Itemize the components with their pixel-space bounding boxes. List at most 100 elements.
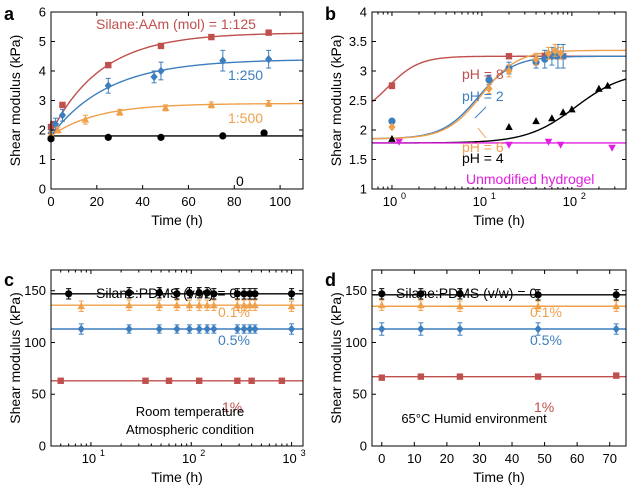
data-point — [265, 54, 273, 64]
x-axis-label: Time (h) — [151, 212, 203, 228]
data-point — [485, 84, 493, 93]
data-point — [456, 302, 464, 310]
data-point — [125, 289, 133, 297]
series-2 — [378, 322, 620, 336]
series-3 — [57, 377, 286, 384]
data-point — [456, 324, 464, 334]
data-point — [548, 114, 556, 122]
data-point — [65, 290, 73, 298]
data-point — [233, 290, 241, 298]
series-2 — [77, 323, 296, 335]
fit-curve-1 — [50, 59, 304, 137]
series-3 — [388, 81, 612, 142]
y-tick-label: 4 — [360, 5, 367, 20]
data-point — [161, 103, 170, 111]
x-axis-label: Time (h) — [473, 212, 525, 228]
data-point — [544, 138, 553, 146]
data-point — [185, 289, 194, 297]
data-point — [207, 100, 216, 108]
series-2 — [388, 43, 565, 132]
data-point — [155, 301, 164, 309]
x-tick-label: 10 — [82, 451, 96, 466]
data-point — [157, 66, 165, 76]
data-point — [246, 301, 254, 309]
data-point — [105, 61, 112, 69]
data-point — [210, 301, 218, 309]
data-point — [612, 302, 621, 310]
data-point — [173, 301, 181, 309]
data-point — [612, 291, 620, 299]
data-point — [388, 82, 396, 89]
y-tick-label: 3 — [360, 64, 367, 79]
y-tick-label: 2 — [360, 123, 367, 138]
data-point — [165, 377, 173, 384]
x-axis-label: Time (h) — [151, 469, 203, 485]
data-point — [125, 324, 133, 334]
data-point — [77, 302, 86, 310]
series-label: 1% — [222, 399, 242, 415]
series-label: pH = 8 — [462, 66, 504, 82]
x-tick-exponent: 1 — [100, 448, 105, 458]
x-tick-label: 70 — [602, 451, 616, 466]
data-point — [388, 122, 396, 132]
x-tick-label: 0 — [378, 451, 385, 466]
series-label: 1:250 — [228, 67, 263, 83]
data-point — [378, 290, 386, 298]
data-point — [203, 324, 211, 334]
data-point — [203, 301, 211, 309]
data-point — [417, 373, 425, 380]
data-point — [603, 81, 612, 89]
data-point — [612, 324, 620, 334]
y-axis-label: Shear modulus (kPa) — [7, 292, 23, 424]
data-point — [173, 324, 181, 334]
data-point — [208, 33, 215, 41]
data-point — [203, 289, 211, 297]
panel-label: c — [4, 270, 14, 290]
x-tick-label: 30 — [472, 451, 486, 466]
series-3 — [378, 372, 620, 381]
x-tick-label: 10 — [407, 451, 421, 466]
x-tick-label: 0 — [47, 194, 54, 209]
data-point — [185, 301, 194, 309]
x-tick-label: 40 — [505, 451, 519, 466]
series-label: 0.5% — [218, 332, 250, 348]
data-point — [417, 324, 425, 334]
annotation: Atmospheric condition — [126, 422, 254, 437]
data-point — [248, 377, 255, 384]
y-tick-label: 150 — [345, 283, 367, 298]
series-1 — [47, 49, 273, 138]
data-point — [125, 301, 133, 309]
y-tick-label: 50 — [32, 387, 46, 402]
plot-frame — [50, 269, 304, 447]
data-point — [251, 301, 259, 309]
data-point — [559, 108, 567, 116]
data-point — [57, 377, 64, 384]
y-tick-label: 0 — [360, 439, 367, 454]
chart-panel-d: d 0 50 100 150 0 10 20 30 40 50 60 70 Time (h) Shear m… — [325, 269, 627, 485]
data-point — [534, 302, 542, 310]
data-point — [377, 301, 386, 309]
x-tick-label: 50 — [537, 451, 551, 466]
series-label: 0.5% — [530, 332, 562, 348]
x-tick-label: 80 — [227, 194, 241, 209]
y-tick-label: 0 — [39, 182, 46, 197]
series-label: 1% — [534, 399, 554, 415]
series-label: Unmodified hydrogel — [466, 171, 594, 187]
data-point — [251, 290, 259, 298]
data-point — [541, 55, 549, 63]
fit-curve-0 — [50, 32, 304, 134]
data-point — [378, 374, 385, 381]
data-point — [505, 141, 513, 149]
data-point — [388, 134, 396, 142]
y-tick-label: 6 — [39, 5, 46, 20]
x-tick-label: 10 — [182, 451, 196, 466]
data-point — [378, 324, 386, 334]
x-axis-label: Time (h) — [473, 469, 525, 485]
series-label: pH = 2 — [462, 88, 504, 104]
data-point — [155, 324, 163, 334]
data-point — [51, 119, 60, 129]
panel-label: a — [4, 4, 15, 24]
data-point — [195, 289, 203, 297]
data-point — [534, 291, 542, 299]
